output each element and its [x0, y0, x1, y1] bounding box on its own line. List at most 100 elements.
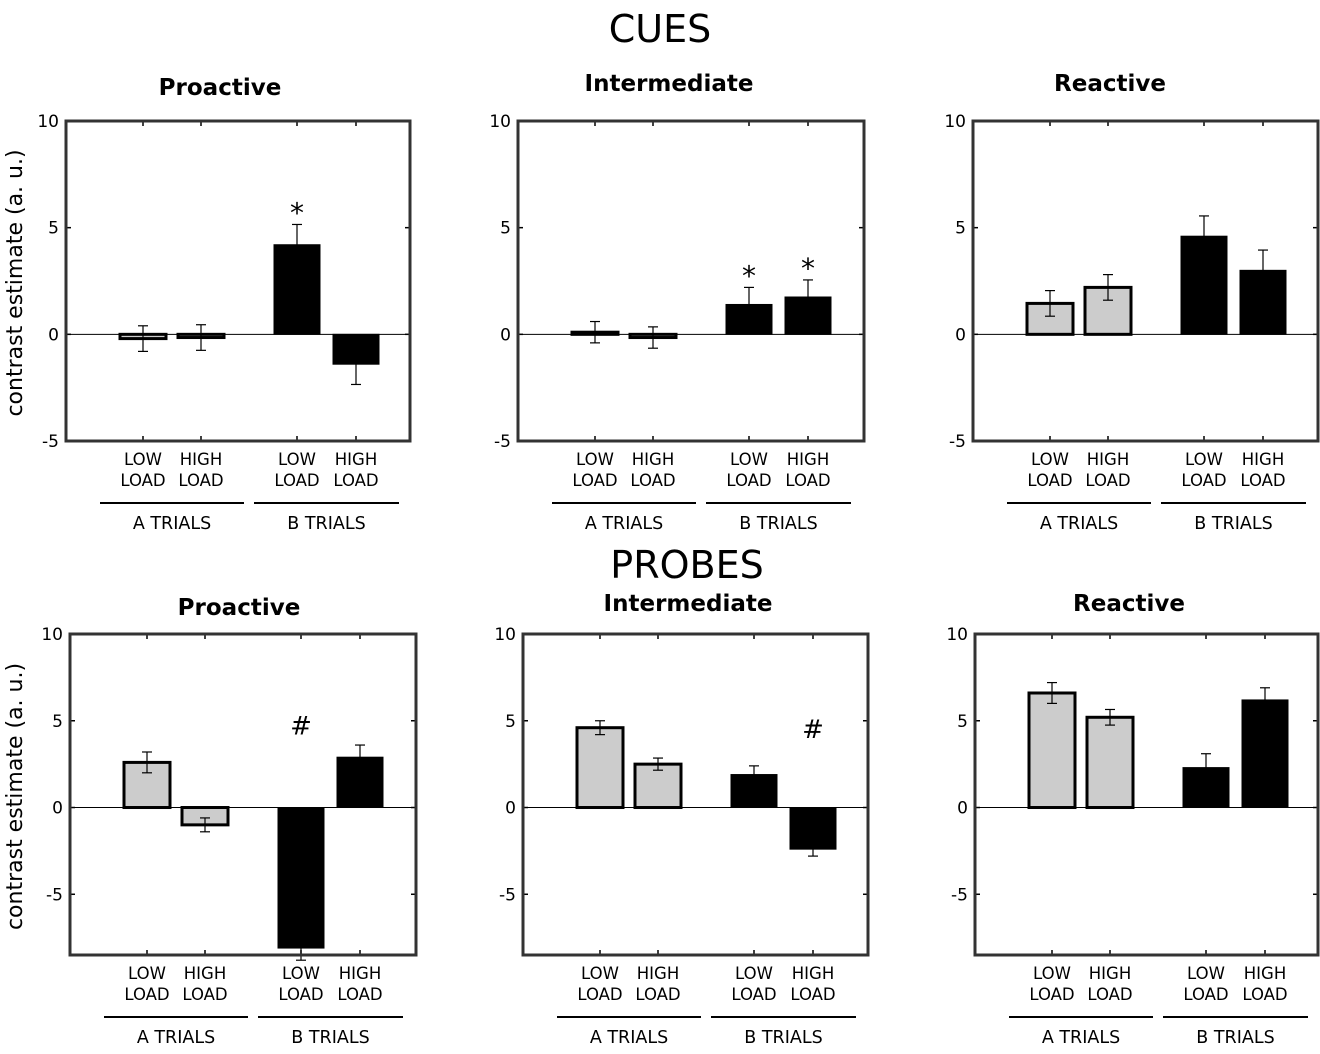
- panel5-category-label: LOW LOAD: [731, 964, 776, 1004]
- panel1-bar: [273, 244, 321, 335]
- panel2-ytick-label: -5: [494, 432, 511, 452]
- panel2-category-label: LOW LOAD: [726, 450, 771, 490]
- panel1-ytick-label: 0: [48, 325, 59, 345]
- panel2-bar: [784, 296, 832, 335]
- panel1-category-label: HIGH LOAD: [178, 450, 223, 490]
- panel4-ytick-label: 0: [52, 799, 63, 819]
- panel2-ytick-label: 10: [489, 112, 511, 132]
- panel5-ytick-label: 0: [505, 799, 516, 819]
- panel5-category-label: HIGH LOAD: [635, 964, 680, 1004]
- panel5-ytick-label: 5: [505, 712, 516, 732]
- panel4-y-axis-label: contrast estimate (a. u.): [3, 663, 28, 930]
- panel2-category-label: LOW LOAD: [572, 450, 617, 490]
- panel4-ytick-label: -5: [46, 885, 63, 905]
- panel4-bar: [277, 807, 325, 949]
- panel1-annotation: *: [290, 196, 304, 229]
- panel6-category-label: HIGH LOAD: [1087, 964, 1132, 1004]
- panel1-category-label: LOW LOAD: [274, 450, 319, 490]
- panel5-group-label: A TRIALS: [590, 1028, 668, 1048]
- panel2-group-label: B TRIALS: [739, 514, 817, 534]
- panel5-category-label: HIGH LOAD: [790, 964, 835, 1004]
- panel6-bar: [1182, 767, 1230, 809]
- panel5-annotation: #: [802, 715, 824, 745]
- panel3-title: Reactive: [1054, 71, 1166, 97]
- panel2-bar: [725, 303, 773, 335]
- panel4-category-label: LOW LOAD: [278, 964, 323, 1004]
- panel2-ytick-label: 5: [500, 219, 511, 239]
- panel3-bar: [1239, 269, 1287, 335]
- panel1-ytick-label: 10: [37, 112, 59, 132]
- panel5-category-label: LOW LOAD: [577, 964, 622, 1004]
- panel2-title: Intermediate: [585, 71, 754, 97]
- panel6-ytick-label: 10: [946, 625, 968, 645]
- panel3-plot-frame: [971, 119, 1320, 443]
- panel5-plot-frame: [521, 632, 870, 957]
- panel5-bar: [730, 774, 778, 809]
- panel1-plot-frame: [64, 119, 412, 443]
- panel2-group-label: A TRIALS: [585, 514, 663, 534]
- panel2-plot-frame: [516, 119, 866, 443]
- panel6-category-label: LOW LOAD: [1029, 964, 1074, 1004]
- panel2-category-label: HIGH LOAD: [630, 450, 675, 490]
- panel2-category-label: HIGH LOAD: [785, 450, 830, 490]
- panel4-group-label: A TRIALS: [137, 1028, 215, 1048]
- panel6-ytick-label: 0: [957, 799, 968, 819]
- panel2-annotation: *: [801, 252, 815, 285]
- panel3-group-label: B TRIALS: [1194, 514, 1272, 534]
- panel4-ytick-label: 5: [52, 712, 63, 732]
- section-title-probes: PROBES: [610, 543, 763, 587]
- panel1-group-label: B TRIALS: [287, 514, 365, 534]
- panel3-bar: [1025, 301, 1075, 336]
- panel2-annotation: *: [742, 259, 756, 292]
- panel1-group-label: A TRIALS: [133, 514, 211, 534]
- panel4-plot-frame: [68, 632, 418, 957]
- panel1-bar: [332, 333, 380, 365]
- panel6-bar: [1027, 691, 1077, 810]
- panel4-group-label: B TRIALS: [291, 1028, 369, 1048]
- panel4-ytick-label: 10: [41, 625, 63, 645]
- panel1-ytick-label: 5: [48, 219, 59, 239]
- panel4-category-label: LOW LOAD: [124, 964, 169, 1004]
- panel3-group-label: A TRIALS: [1040, 514, 1118, 534]
- panel1-category-label: LOW LOAD: [120, 450, 165, 490]
- panel6-group-label: A TRIALS: [1042, 1028, 1120, 1048]
- panel3-category-label: HIGH LOAD: [1085, 450, 1130, 490]
- panel1-ytick-label: -5: [42, 432, 59, 452]
- panel2-ytick-label: 0: [500, 325, 511, 345]
- panel3-ytick-label: 10: [944, 112, 966, 132]
- panel1-y-axis-label: contrast estimate (a. u.): [3, 149, 28, 416]
- panel6-title: Reactive: [1073, 591, 1185, 617]
- panel6-ytick-label: 5: [957, 712, 968, 732]
- panel4-title: Proactive: [178, 595, 301, 621]
- panel4-annotation: #: [290, 712, 312, 742]
- panel3-category-label: LOW LOAD: [1027, 450, 1072, 490]
- panel3-bar: [1180, 235, 1228, 335]
- panel6-plot-frame: [973, 632, 1320, 957]
- panel3-category-label: LOW LOAD: [1181, 450, 1226, 490]
- panel5-bar: [789, 807, 837, 850]
- panel3-ytick-label: 5: [955, 219, 966, 239]
- panel6-group-label: B TRIALS: [1196, 1028, 1274, 1048]
- panel6-ytick-label: -5: [951, 885, 968, 905]
- panel4-category-label: HIGH LOAD: [182, 964, 227, 1004]
- panel1-title: Proactive: [159, 75, 282, 101]
- panel6-bar: [1085, 715, 1135, 810]
- panel5-ytick-label: -5: [499, 885, 516, 905]
- panel4-bar: [336, 756, 384, 809]
- panel5-ytick-label: 10: [494, 625, 516, 645]
- panel3-ytick-label: 0: [955, 325, 966, 345]
- panel4-category-label: HIGH LOAD: [337, 964, 382, 1004]
- panel5-title: Intermediate: [604, 591, 773, 617]
- panel6-bar: [1241, 699, 1289, 809]
- panel6-category-label: LOW LOAD: [1183, 964, 1228, 1004]
- panel5-group-label: B TRIALS: [744, 1028, 822, 1048]
- panel6-category-label: HIGH LOAD: [1242, 964, 1287, 1004]
- panel3-category-label: HIGH LOAD: [1240, 450, 1285, 490]
- panel5-bar: [633, 762, 683, 810]
- panel1-category-label: HIGH LOAD: [333, 450, 378, 490]
- section-title-cues: CUES: [609, 7, 711, 51]
- chart-panels: Proactive contrast estimate (a. u.) -5 0 5 10…: [3, 71, 1320, 1048]
- panel5-bar: [575, 726, 625, 810]
- panel3-ytick-label: -5: [949, 432, 966, 452]
